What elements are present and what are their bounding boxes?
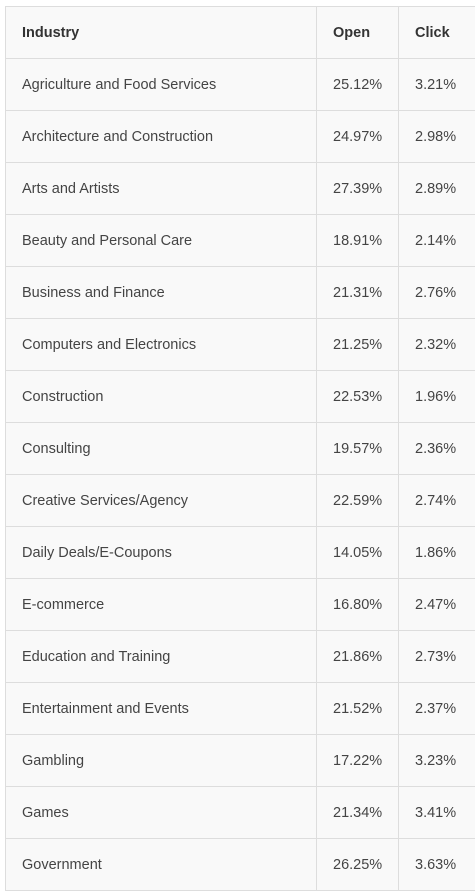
industry-cell: Arts and Artists <box>5 162 317 215</box>
click-rate-cell: 3.23% <box>398 734 475 787</box>
table-row: Creative Services/Agency 22.59% 2.74% <box>5 474 475 527</box>
industry-rates-table: Industry Open Click Agriculture and Food… <box>5 6 475 891</box>
industry-cell: Computers and Electronics <box>5 318 317 371</box>
click-rate-cell: 3.63% <box>398 838 475 891</box>
click-rate-cell: 2.36% <box>398 422 475 475</box>
industry-cell: Gambling <box>5 734 317 787</box>
industry-cell: Government <box>5 838 317 891</box>
table-header: Industry Open Click <box>5 6 475 59</box>
click-rate-cell: 3.41% <box>398 786 475 839</box>
column-header-click: Click <box>398 6 475 59</box>
industry-cell: Consulting <box>5 422 317 475</box>
click-rate-cell: 3.21% <box>398 58 475 111</box>
table-row: E-commerce 16.80% 2.47% <box>5 578 475 631</box>
click-rate-cell: 2.32% <box>398 318 475 371</box>
industry-cell: Agriculture and Food Services <box>5 58 317 111</box>
table-row: Gambling 17.22% 3.23% <box>5 734 475 787</box>
industry-cell: E-commerce <box>5 578 317 631</box>
table-row: Government 26.25% 3.63% <box>5 838 475 891</box>
table-row: Business and Finance 21.31% 2.76% <box>5 266 475 319</box>
table-row: Games 21.34% 3.41% <box>5 786 475 839</box>
industry-cell: Business and Finance <box>5 266 317 319</box>
table-row: Architecture and Construction 24.97% 2.98% <box>5 110 475 163</box>
industry-cell: Education and Training <box>5 630 317 683</box>
open-rate-cell: 21.31% <box>316 266 399 319</box>
industry-cell: Games <box>5 786 317 839</box>
open-rate-cell: 21.86% <box>316 630 399 683</box>
open-rate-cell: 19.57% <box>316 422 399 475</box>
table-body: Agriculture and Food Services 25.12% 3.21%… <box>5 58 475 891</box>
industry-cell: Beauty and Personal Care <box>5 214 317 267</box>
industry-cell: Architecture and Construction <box>5 110 317 163</box>
click-rate-cell: 2.89% <box>398 162 475 215</box>
open-rate-cell: 17.22% <box>316 734 399 787</box>
header-row: Industry Open Click <box>5 6 475 59</box>
industry-cell: Entertainment and Events <box>5 682 317 735</box>
click-rate-cell: 2.14% <box>398 214 475 267</box>
open-rate-cell: 22.53% <box>316 370 399 423</box>
column-header-open: Open <box>316 6 399 59</box>
industry-cell: Creative Services/Agency <box>5 474 317 527</box>
click-rate-cell: 1.96% <box>398 370 475 423</box>
industry-cell: Construction <box>5 370 317 423</box>
table-row: Arts and Artists 27.39% 2.89% <box>5 162 475 215</box>
industry-cell: Daily Deals/E-Coupons <box>5 526 317 579</box>
table-row: Education and Training 21.86% 2.73% <box>5 630 475 683</box>
table-row: Construction 22.53% 1.96% <box>5 370 475 423</box>
open-rate-cell: 14.05% <box>316 526 399 579</box>
table-row: Entertainment and Events 21.52% 2.37% <box>5 682 475 735</box>
click-rate-cell: 2.74% <box>398 474 475 527</box>
open-rate-cell: 22.59% <box>316 474 399 527</box>
click-rate-cell: 2.98% <box>398 110 475 163</box>
click-rate-cell: 2.76% <box>398 266 475 319</box>
open-rate-cell: 21.34% <box>316 786 399 839</box>
open-rate-cell: 21.25% <box>316 318 399 371</box>
open-rate-cell: 18.91% <box>316 214 399 267</box>
click-rate-cell: 2.37% <box>398 682 475 735</box>
open-rate-cell: 25.12% <box>316 58 399 111</box>
open-rate-cell: 24.97% <box>316 110 399 163</box>
click-rate-cell: 2.73% <box>398 630 475 683</box>
open-rate-cell: 26.25% <box>316 838 399 891</box>
table-row: Consulting 19.57% 2.36% <box>5 422 475 475</box>
column-header-industry: Industry <box>5 6 317 59</box>
table-row: Daily Deals/E-Coupons 14.05% 1.86% <box>5 526 475 579</box>
table-row: Agriculture and Food Services 25.12% 3.21% <box>5 58 475 111</box>
table-row: Beauty and Personal Care 18.91% 2.14% <box>5 214 475 267</box>
click-rate-cell: 1.86% <box>398 526 475 579</box>
table-row: Computers and Electronics 21.25% 2.32% <box>5 318 475 371</box>
open-rate-cell: 27.39% <box>316 162 399 215</box>
click-rate-cell: 2.47% <box>398 578 475 631</box>
open-rate-cell: 21.52% <box>316 682 399 735</box>
open-rate-cell: 16.80% <box>316 578 399 631</box>
